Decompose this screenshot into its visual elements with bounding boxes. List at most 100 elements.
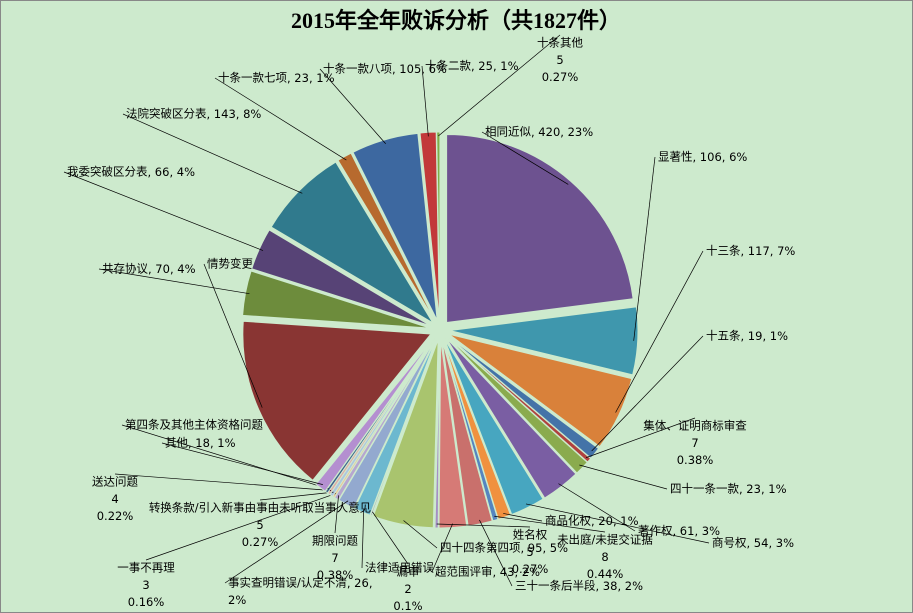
- slice-label: 送达问题: [92, 475, 138, 489]
- leader-line: [334, 495, 339, 534]
- pie-slice: [443, 338, 544, 516]
- pie-slice: [446, 133, 634, 324]
- slice-label: 商号权: [712, 536, 747, 550]
- pie-slice: [372, 339, 439, 529]
- pie-slice: [270, 161, 434, 324]
- leader-line: [114, 473, 332, 491]
- leader-line: [503, 513, 543, 522]
- value-label: , 95, 5%: [521, 541, 569, 555]
- pie-slice: [434, 339, 441, 529]
- slice-label: 法律适用错误: [365, 561, 434, 575]
- slice-label: 我委突破区分表: [67, 165, 148, 179]
- value-label: , 38, 2%: [596, 579, 644, 593]
- value-label: 5 0.27%: [542, 53, 579, 84]
- value-label: , 23, 1%: [739, 482, 787, 496]
- slice-label: 四十四条第四项: [440, 541, 521, 555]
- leader-line: [558, 483, 636, 532]
- value-label: , 19, 1%: [741, 329, 789, 343]
- leader-line: [494, 515, 606, 533]
- leader-line: [63, 171, 264, 251]
- pie-slice: [438, 339, 468, 529]
- value-label: 5 0.27%: [242, 518, 279, 549]
- pie-slice: [449, 306, 639, 376]
- slice-label: 一事不再理: [117, 561, 175, 575]
- leader-line: [438, 34, 561, 137]
- chart-title: 2015年全年败诉分析（共1827件）: [291, 8, 621, 33]
- leader-line: [615, 250, 704, 413]
- value-label: 4 0.22%: [97, 492, 134, 523]
- value-label: , 143, 8%: [207, 107, 262, 121]
- leader-line: [224, 500, 349, 584]
- leader-line: [525, 503, 710, 544]
- pie-slice: [242, 320, 432, 481]
- leader-line: [403, 520, 438, 549]
- value-label: 8 0.44%: [587, 550, 624, 581]
- value-label: , 25, 1%: [471, 59, 519, 73]
- pie-slice: [442, 339, 499, 522]
- slice-label: 十条一款七项: [218, 71, 287, 85]
- value-label: , 106, 6%: [693, 150, 748, 164]
- slice-label: 转换条款/引入新事由事由未听取当事人意见: [149, 501, 371, 515]
- leader-line: [633, 156, 656, 341]
- leader-line: [421, 65, 429, 137]
- slice-label: 超范围评审: [435, 565, 493, 579]
- pie-slice: [315, 337, 435, 492]
- leader-line: [436, 523, 531, 528]
- slice-label: 事实查明错误/认定不清: [228, 576, 347, 590]
- leader-line: [122, 113, 303, 194]
- leader-line: [591, 335, 704, 452]
- slice-label: 十三条: [706, 244, 741, 258]
- leader-line: [585, 417, 696, 458]
- value-label: , 61, 3%: [673, 524, 721, 538]
- slice-label: 十条二款: [425, 59, 471, 73]
- pie-slice: [448, 333, 633, 448]
- leader-line: [145, 493, 336, 561]
- slice-label: 漏审: [397, 565, 420, 579]
- leader-line: [361, 508, 365, 569]
- value-label: 5 0.27%: [512, 545, 549, 576]
- slice-label: 姓名权: [513, 528, 548, 542]
- value-label: , 43, 2%: [493, 565, 541, 579]
- slice-label: 未出庭/未提交证据: [557, 533, 653, 547]
- pie-slice: [436, 131, 441, 321]
- leader-line: [121, 424, 329, 490]
- leader-line: [319, 68, 386, 144]
- slice-label: 十五条: [706, 329, 741, 343]
- slice-label: 情势变更: [207, 257, 253, 271]
- value-label: , 26, 2%: [228, 576, 372, 607]
- value-label: 2 0.1%: [393, 582, 422, 613]
- pie-slice: [447, 336, 592, 463]
- value-label: , 420, 23%: [531, 125, 593, 139]
- pie-slice: [352, 132, 438, 321]
- slice-label: 集体、证明商标审查: [643, 419, 747, 433]
- value-label: , 20, 1%: [591, 514, 639, 528]
- slice-label: 法院突破区分表: [126, 107, 207, 121]
- slice-label: 其他: [165, 436, 188, 450]
- slice-label: 共存协议: [102, 262, 148, 276]
- leader-line: [579, 464, 668, 490]
- leader-line: [372, 511, 409, 565]
- value-label: , 66, 4%: [148, 165, 196, 179]
- value-label: , 54, 3%: [747, 536, 795, 550]
- leader-line: [161, 442, 323, 485]
- pie-slice: [446, 336, 588, 474]
- slice-label: 第四条及其他主体资格问题: [125, 418, 263, 432]
- slice-label: 十条一款八项: [323, 62, 392, 76]
- leader-line: [98, 268, 250, 295]
- pie-slice: [445, 337, 577, 499]
- value-label: , 70, 4%: [148, 262, 196, 276]
- pie-slice: [441, 339, 493, 527]
- slice-label: 四十一条一款: [670, 482, 739, 496]
- leader-line: [481, 131, 569, 185]
- value-label: , 117, 7%: [741, 244, 796, 258]
- slice-label: 著作权: [638, 524, 673, 538]
- slice-label: 期限问题: [312, 534, 358, 548]
- slice-label: 相同近似: [485, 125, 531, 139]
- value-label: , 23, 1%: [287, 71, 335, 85]
- slice-label: 商品化权: [545, 514, 591, 528]
- leader-line: [431, 523, 453, 573]
- pie-slice: [338, 338, 436, 509]
- value-label: , 105, 6%: [392, 62, 447, 76]
- pie-slice: [337, 152, 436, 322]
